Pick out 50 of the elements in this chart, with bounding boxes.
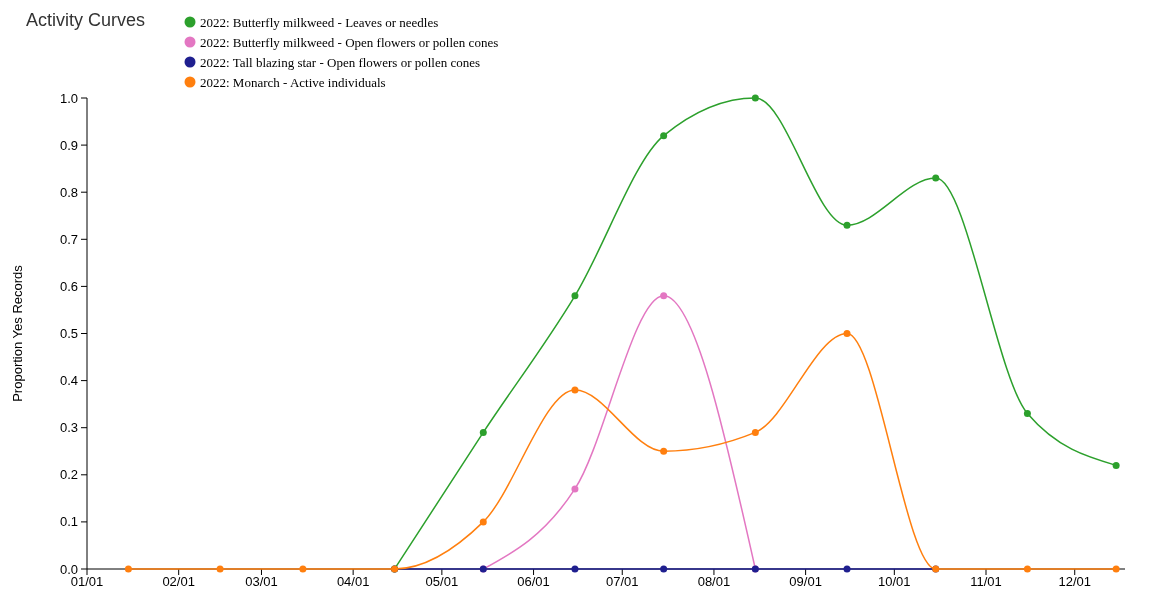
point — [1023, 410, 1031, 418]
point — [660, 447, 668, 455]
y-tick-label: 0.7 — [59, 231, 78, 247]
point — [843, 221, 851, 229]
point — [479, 518, 487, 526]
legend-label: 2022: Butterfly milkweed - Leaves or needles — [200, 14, 439, 30]
point — [1023, 565, 1031, 573]
x-tick-label: 09/01 — [789, 574, 822, 589]
x-tick-label: 10/01 — [878, 574, 911, 589]
point — [479, 428, 487, 436]
x-tick-label: 06/01 — [517, 574, 550, 589]
x-tick-label: 05/01 — [425, 574, 459, 589]
x-tick-label: 12/01 — [1058, 574, 1091, 589]
y-tick-label: 0.3 — [59, 420, 78, 436]
y-tick-label: 0.5 — [59, 326, 78, 341]
point — [299, 565, 307, 573]
y-tick-label: 0.8 — [59, 184, 78, 200]
y-axis-title: Proportion Yes Records — [10, 264, 25, 402]
y-tick-label: 0.9 — [59, 137, 78, 153]
point — [571, 292, 579, 300]
y-tick-label: 1.0 — [59, 90, 78, 106]
y-tick-label: 0.2 — [59, 467, 78, 483]
point — [843, 330, 851, 337]
y-tick-label: 0.6 — [59, 278, 78, 294]
point — [571, 565, 579, 573]
x-tick-label: 03/01 — [245, 574, 278, 589]
legend-label: 2022: Tall blazing star - Open flowers or pollen cones — [200, 54, 481, 70]
y-tick-label: 0.4 — [59, 373, 78, 389]
y-tick-label: 0.1 — [59, 514, 78, 530]
chart-title: Activity Curves — [26, 10, 146, 30]
point — [751, 428, 759, 436]
point — [932, 174, 940, 182]
x-tick-label: 08/01 — [697, 574, 731, 589]
point — [1112, 461, 1120, 469]
point — [843, 565, 851, 573]
point — [571, 386, 579, 394]
point — [1112, 565, 1120, 573]
x-tick-label: 11/01 — [970, 574, 1002, 589]
legend-label: 2022: Butterfly milkweed - Open flowers or pollen cones — [200, 34, 499, 50]
x-tick-label: 07/01 — [605, 574, 639, 589]
point — [571, 485, 579, 493]
point — [660, 292, 668, 300]
x-tick-label: 02/01 — [162, 574, 195, 589]
x-tick-label: 01/01 — [70, 574, 104, 589]
point — [660, 565, 668, 573]
point — [660, 132, 668, 140]
legend-label: 2022: Monarch - Active individuals — [200, 74, 386, 90]
x-tick-label: 04/01 — [336, 574, 370, 589]
y-tick-label: 0.0 — [59, 561, 78, 577]
point — [751, 94, 759, 102]
